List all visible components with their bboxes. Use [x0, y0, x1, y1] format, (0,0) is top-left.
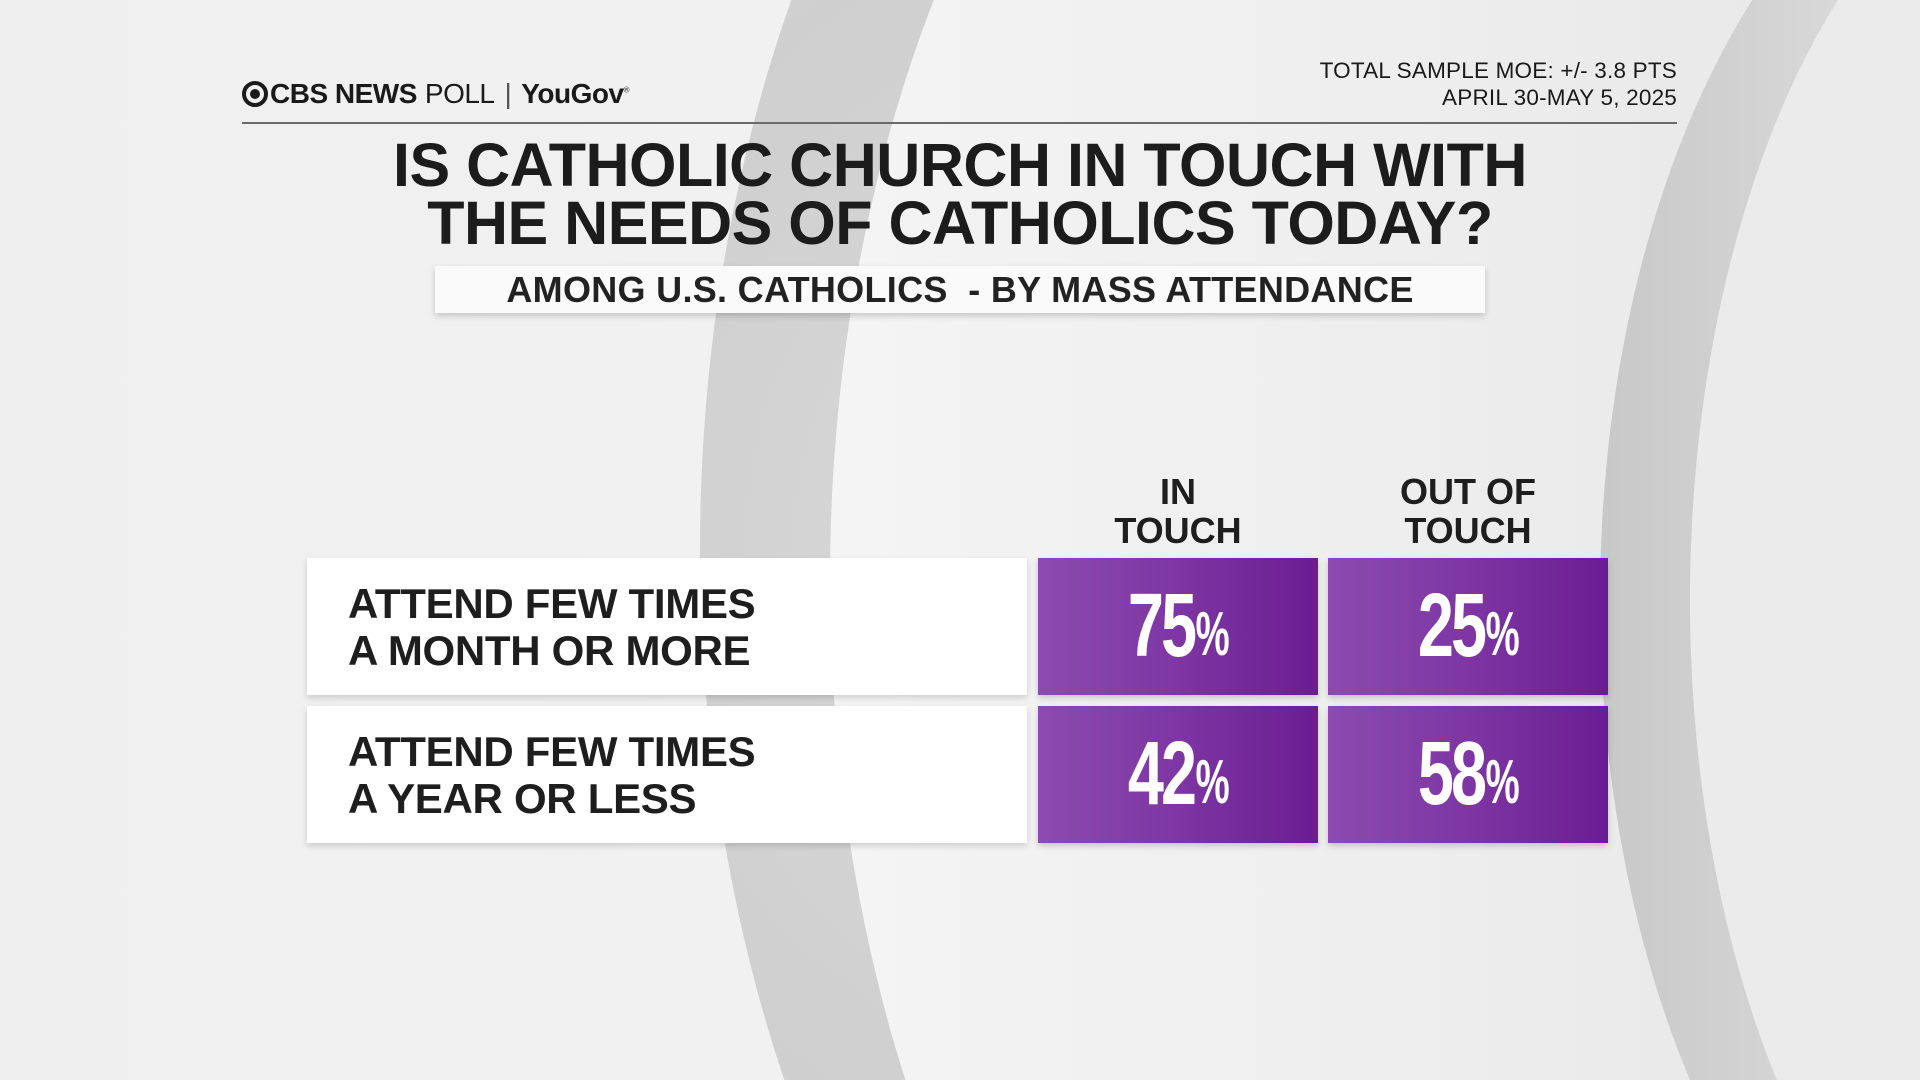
- percent-sign: %: [1485, 600, 1521, 669]
- percent-sign: %: [1195, 600, 1231, 669]
- cell-yearly-out-of-touch: 58%: [1328, 706, 1608, 843]
- brand-poll: POLL: [424, 78, 495, 109]
- cell-value: 75: [1128, 576, 1197, 676]
- cbs-eye-icon: [242, 81, 268, 107]
- poll-meta: TOTAL SAMPLE MOE: +/- 3.8 PTS APRIL 30-M…: [1320, 57, 1677, 111]
- brand-separator: |: [504, 78, 512, 109]
- margin-of-error: TOTAL SAMPLE MOE: +/- 3.8 PTS: [1319, 58, 1677, 83]
- brand-logo: CBS NEWS POLL | YouGov®: [242, 78, 630, 110]
- brand-cbs-news: CBS NEWS: [270, 78, 417, 109]
- brand-yougov: YouGov®: [521, 78, 629, 110]
- column-header-line: TOUCH: [1404, 510, 1532, 551]
- percent-sign: %: [1485, 748, 1521, 817]
- poll-dates: APRIL 30-MAY 5, 2025: [1442, 85, 1677, 110]
- column-header-out-of-touch: OUT OF TOUCH: [1328, 472, 1608, 550]
- chart-title: IS CATHOLIC CHURCH IN TOUCH WITH THE NEE…: [0, 131, 1920, 257]
- cell-value: 42: [1128, 724, 1197, 824]
- column-header-line: OUT OF: [1400, 471, 1536, 512]
- cell-yearly-in-touch: 42%: [1038, 706, 1318, 843]
- title-line-2: THE NEEDS OF CATHOLICS TODAY?: [427, 189, 1493, 257]
- title-line-1: IS CATHOLIC CHURCH IN TOUCH WITH: [393, 131, 1527, 199]
- cell-monthly-in-touch: 75%: [1038, 558, 1318, 695]
- row-label-text: ATTEND FEW TIMES A MONTH OR MORE: [348, 579, 756, 674]
- header-divider: [242, 122, 1677, 124]
- row-label-text: ATTEND FEW TIMES A YEAR OR LESS: [348, 727, 756, 822]
- row-label-monthly-or-more: ATTEND FEW TIMES A MONTH OR MORE: [307, 558, 1027, 695]
- column-header-line: TOUCH: [1114, 510, 1242, 551]
- column-header-in-touch: IN TOUCH: [1038, 472, 1318, 550]
- row-label-yearly-or-less: ATTEND FEW TIMES A YEAR OR LESS: [307, 706, 1027, 843]
- registered-mark: ®: [623, 85, 630, 95]
- cell-value: 58: [1418, 724, 1487, 824]
- cell-monthly-out-of-touch: 25%: [1328, 558, 1608, 695]
- column-header-line: IN: [1160, 471, 1196, 512]
- cell-value: 25: [1418, 576, 1487, 676]
- percent-sign: %: [1195, 748, 1231, 817]
- yougov-label: YouGov: [521, 78, 624, 109]
- chart-subtitle: AMONG U.S. CATHOLICS - BY MASS ATTENDANC…: [435, 266, 1485, 313]
